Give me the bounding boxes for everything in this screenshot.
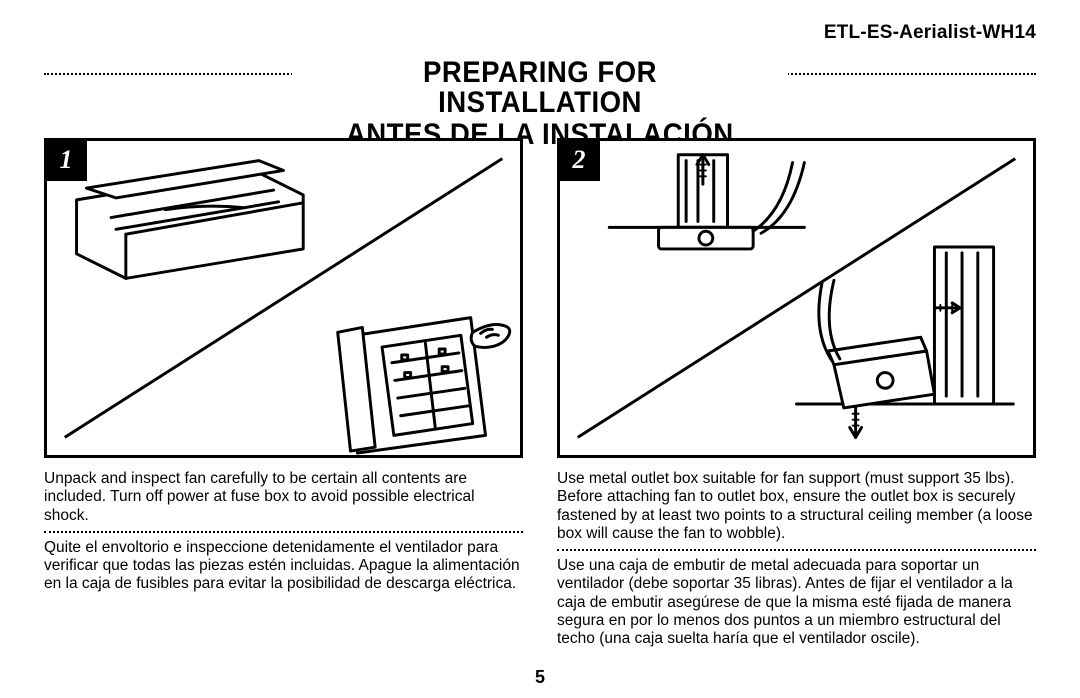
panel-1: 1: [44, 138, 523, 649]
panel-1-captions: Unpack and inspect fan carefully to be c…: [44, 470, 523, 594]
page-number: 5: [0, 667, 1080, 688]
panel-1-caption-es: Quite el envoltorio e inspeccione deteni…: [44, 539, 523, 594]
page-root: ETL-ES-Aerialist-WH14 PREPARING FOR INST…: [0, 0, 1080, 698]
panel-2-box: 2: [557, 138, 1036, 458]
panels-row: 1: [44, 138, 1036, 649]
model-number: ETL-ES-Aerialist-WH14: [44, 22, 1036, 44]
panel-2-caption-es: Use una caja de embutir de metal adecuad…: [557, 557, 1036, 648]
panel-2-captions: Use metal outlet box suitable for fan su…: [557, 470, 1036, 649]
step-badge-1: 1: [45, 139, 87, 181]
step-badge-2: 2: [558, 139, 600, 181]
panel-2-caption-divider: [557, 549, 1036, 551]
panel-2: 2: [557, 138, 1036, 649]
title-en: PREPARING FOR INSTALLATION: [321, 58, 759, 118]
panel-2-caption-en: Use metal outlet box suitable for fan su…: [557, 470, 1036, 543]
title-block: PREPARING FOR INSTALLATION ANTES DE LA I…: [44, 58, 1036, 136]
panel-2-illustration: [560, 141, 1033, 455]
title-mask: PREPARING FOR INSTALLATION ANTES DE LA I…: [292, 58, 788, 150]
panel-1-illustration: [47, 141, 520, 455]
panel-1-box: 1: [44, 138, 523, 458]
panel-1-caption-divider: [44, 531, 523, 533]
panel-1-caption-en: Unpack and inspect fan carefully to be c…: [44, 470, 523, 525]
